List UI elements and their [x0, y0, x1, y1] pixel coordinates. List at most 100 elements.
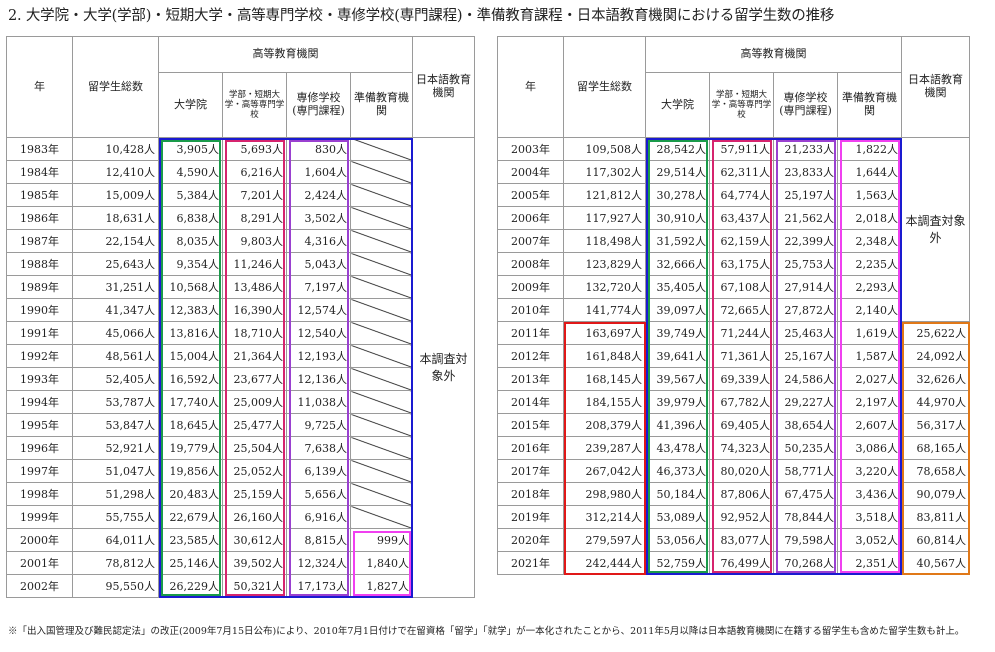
vocational-cell: 6,139人	[286, 459, 351, 483]
prep-cell-diagonal	[350, 229, 413, 253]
year-cell: 1989年	[6, 275, 73, 299]
undergrad-cell: 50,321人	[222, 574, 287, 598]
prep-cell-diagonal	[350, 275, 413, 299]
table-row: 2016年 239,287人 43,478人 74,323人 50,235人 3,086人…	[497, 436, 970, 460]
table-row: 2018年 298,980人 50,184人 87,806人 67,475人 3,436人…	[497, 482, 970, 506]
year-cell: 1986年	[6, 206, 73, 230]
grad-cell: 35,405人	[645, 275, 710, 299]
table-row: 2001年 78,812人 25,146人 39,502人 12,324人 1,840人	[6, 551, 475, 575]
vocational-cell: 5,043人	[286, 252, 351, 276]
grad-cell: 17,740人	[158, 390, 223, 414]
vocational-cell: 78,844人	[773, 505, 838, 529]
undergrad-cell: 18,710人	[222, 321, 287, 345]
grad-cell: 43,478人	[645, 436, 710, 460]
undergrad-cell: 69,339人	[709, 367, 774, 391]
grad-cell: 10,568人	[158, 275, 223, 299]
vocational-cell: 27,914人	[773, 275, 838, 299]
vocational-cell: 7,638人	[286, 436, 351, 460]
vocational-cell: 7,197人	[286, 275, 351, 299]
vocational-cell: 25,197人	[773, 183, 838, 207]
undergrad-cell: 25,477人	[222, 413, 287, 437]
header-prep: 準備教育機関	[837, 72, 902, 138]
vocational-cell: 58,771人	[773, 459, 838, 483]
prep-cell-diagonal	[350, 390, 413, 414]
year-cell: 1985年	[6, 183, 73, 207]
year-cell: 2011年	[497, 321, 564, 345]
header-higher-ed: 高等教育機関	[645, 36, 902, 73]
table-row: 1990年 41,347人 12,383人 16,390人 12,574人	[6, 298, 475, 322]
prep-cell: 1,644人	[837, 160, 902, 184]
grad-cell: 19,856人	[158, 459, 223, 483]
prep-cell-diagonal	[350, 482, 413, 506]
prep-cell: 3,052人	[837, 528, 902, 552]
header-total: 留学生総数	[563, 36, 646, 138]
page-title: 2. 大学院・大学(学部)・短期大学・高等専門学校・専修学校(専門課程)・準備教…	[8, 8, 835, 24]
total-cell: 312,214人	[563, 505, 646, 529]
vocational-cell: 8,815人	[286, 528, 351, 552]
undergrad-cell: 57,911人	[709, 137, 774, 161]
vocational-cell: 38,654人	[773, 413, 838, 437]
header-grad: 大学院	[158, 72, 223, 138]
grad-cell: 29,514人	[645, 160, 710, 184]
grad-cell: 25,146人	[158, 551, 223, 575]
vocational-cell: 70,268人	[773, 551, 838, 575]
grad-cell: 53,089人	[645, 505, 710, 529]
year-cell: 2000年	[6, 528, 73, 552]
prep-cell-diagonal	[350, 413, 413, 437]
japanese-cell: 78,658人	[901, 459, 970, 483]
header-japanese: 日本語教育機関	[412, 36, 475, 138]
header-undergrad: 学部・短期大学・高等専門学校	[709, 72, 774, 138]
table-row: 2000年 64,011人 23,585人 30,612人 8,815人 999人	[6, 528, 475, 552]
undergrad-cell: 92,952人	[709, 505, 774, 529]
grad-cell: 20,483人	[158, 482, 223, 506]
grad-cell: 39,097人	[645, 298, 710, 322]
total-cell: 52,921人	[72, 436, 159, 460]
prep-cell: 2,140人	[837, 298, 902, 322]
total-cell: 267,042人	[563, 459, 646, 483]
year-cell: 1993年	[6, 367, 73, 391]
vocational-cell: 6,916人	[286, 505, 351, 529]
year-cell: 2019年	[497, 505, 564, 529]
table-row: 2004年 117,302人 29,514人 62,311人 23,833人 1,644人	[497, 160, 970, 184]
undergrad-cell: 26,160人	[222, 505, 287, 529]
japanese-cell: 44,970人	[901, 390, 970, 414]
grad-cell: 22,679人	[158, 505, 223, 529]
total-cell: 52,405人	[72, 367, 159, 391]
undergrad-cell: 67,108人	[709, 275, 774, 299]
undergrad-cell: 74,323人	[709, 436, 774, 460]
japanese-cell: 32,626人	[901, 367, 970, 391]
undergrad-cell: 39,502人	[222, 551, 287, 575]
table-row: 1993年 52,405人 16,592人 23,677人 12,136人	[6, 367, 475, 391]
table-row: 2019年 312,214人 53,089人 92,952人 78,844人 3,518人…	[497, 505, 970, 529]
table-row: 1991年 45,066人 13,816人 18,710人 12,540人	[6, 321, 475, 345]
vocational-cell: 79,598人	[773, 528, 838, 552]
japanese-cell: 56,317人	[901, 413, 970, 437]
vocational-cell: 1,604人	[286, 160, 351, 184]
year-cell: 2017年	[497, 459, 564, 483]
left-table: 年 留学生総数 高等教育機関 日本語教育機関 大学院 学部・短期大学・高等専門学…	[6, 36, 475, 598]
prep-cell: 2,607人	[837, 413, 902, 437]
vocational-cell: 25,463人	[773, 321, 838, 345]
prep-cell: 1,822人	[837, 137, 902, 161]
vocational-cell: 12,574人	[286, 298, 351, 322]
grad-cell: 8,035人	[158, 229, 223, 253]
total-cell: 117,927人	[563, 206, 646, 230]
right-table-body: 2003年 109,508人 28,542人 57,911人 21,233人 1,822人…	[497, 137, 970, 575]
table-row: 1995年 53,847人 18,645人 25,477人 9,725人	[6, 413, 475, 437]
total-cell: 109,508人	[563, 137, 646, 161]
vocational-cell: 11,038人	[286, 390, 351, 414]
prep-cell: 2,348人	[837, 229, 902, 253]
undergrad-cell: 62,159人	[709, 229, 774, 253]
total-cell: 51,298人	[72, 482, 159, 506]
undergrad-cell: 23,677人	[222, 367, 287, 391]
total-cell: 41,347人	[72, 298, 159, 322]
header-grad: 大学院	[645, 72, 710, 138]
year-cell: 1997年	[6, 459, 73, 483]
total-cell: 239,287人	[563, 436, 646, 460]
header-total: 留学生総数	[72, 36, 159, 138]
table-row: 1987年 22,154人 8,035人 9,803人 4,316人	[6, 229, 475, 253]
undergrad-cell: 6,216人	[222, 160, 287, 184]
grad-cell: 15,004人	[158, 344, 223, 368]
year-cell: 2020年	[497, 528, 564, 552]
table-row: 2017年 267,042人 46,373人 80,020人 58,771人 3,220人…	[497, 459, 970, 483]
